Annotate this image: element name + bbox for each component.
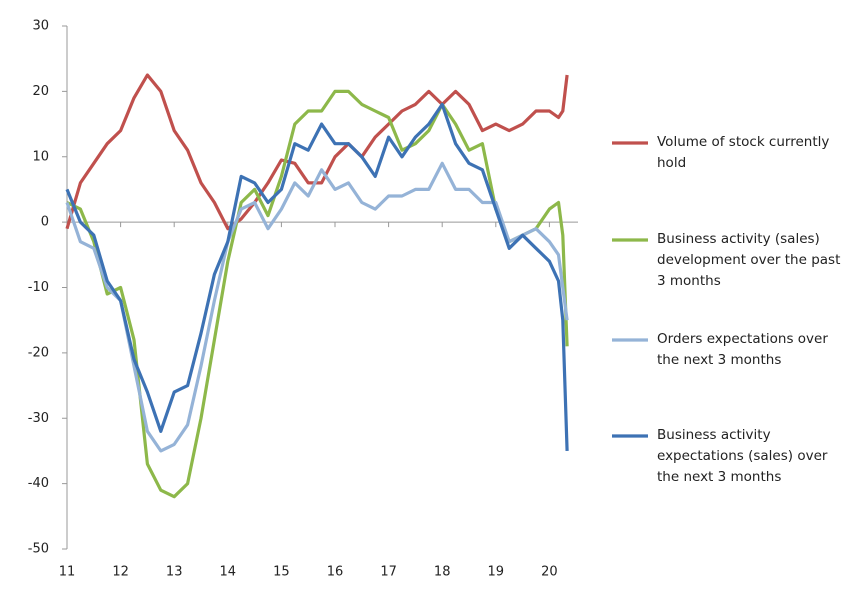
series-line	[65, 73, 569, 231]
x-tick-label: 17	[380, 565, 397, 580]
y-tick-label: -10	[28, 280, 49, 295]
y-tick-label: -40	[28, 476, 49, 491]
y-tick-label: 20	[32, 84, 49, 99]
x-tick-label: 15	[273, 565, 290, 580]
legend-label: Orders expectations over the next 3 mont…	[657, 331, 828, 368]
x-tick-label: 11	[59, 565, 76, 580]
x-tick-label: 14	[220, 565, 237, 580]
y-tick-label: -30	[28, 411, 49, 426]
legend-label: Business activity (sales) development ov…	[657, 231, 841, 289]
legend-label: Volume of stock currently hold	[657, 134, 830, 171]
x-tick-label: 13	[166, 565, 183, 580]
y-tick-label: -50	[28, 542, 49, 557]
y-tick-label: -20	[28, 345, 49, 360]
series-line	[65, 102, 569, 451]
y-tick-label: 0	[41, 215, 49, 230]
x-tick-label: 16	[327, 565, 344, 580]
x-tick-label: 20	[541, 565, 558, 580]
x-tick-label: 12	[112, 565, 129, 580]
series-line	[65, 161, 569, 453]
y-tick-label: 30	[32, 19, 49, 34]
y-tick-label: 10	[32, 149, 49, 164]
legend-label: Business activity expectations (sales) o…	[657, 427, 828, 485]
series-line	[66, 89, 569, 499]
x-tick-label: 18	[434, 565, 451, 580]
x-tick-label: 19	[488, 565, 505, 580]
